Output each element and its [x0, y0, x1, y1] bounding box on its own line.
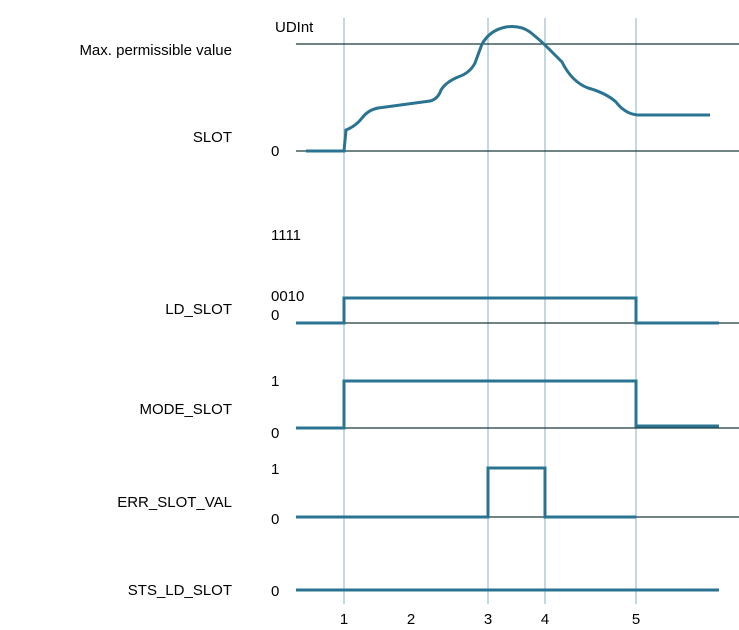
level-label: 1111	[271, 227, 301, 244]
level-label: 0	[271, 425, 279, 442]
slot-trace	[306, 25, 710, 153]
time-label: 3	[484, 611, 492, 628]
level-label: 0	[271, 307, 279, 324]
labels: UDInt Max. permissible value SLOT 0 1111…	[79, 19, 314, 600]
ld-slot-trace	[296, 296, 719, 325]
time-label: 1	[340, 611, 348, 628]
time-labels: 1 2 3 4 5	[340, 611, 640, 628]
level-label: 1	[271, 461, 279, 478]
max-label: Max. permissible value	[79, 42, 232, 59]
mode-slot-trace	[296, 379, 719, 430]
time-label: 5	[632, 611, 640, 628]
signal-name: SLOT	[193, 129, 232, 146]
level-label: 0	[271, 143, 279, 160]
signal-name: STS_LD_SLOT	[128, 582, 232, 599]
signal-name: LD_SLOT	[165, 301, 232, 318]
traces	[296, 25, 719, 592]
signal-name: MODE_SLOT	[139, 401, 232, 418]
level-label: 0	[271, 583, 279, 600]
time-label: 4	[541, 611, 549, 628]
level-label: 0	[271, 511, 279, 528]
err-slot-val-trace	[296, 466, 636, 519]
level-label: 0010	[271, 288, 304, 305]
unit-label: UDInt	[275, 19, 314, 36]
signal-name: ERR_SLOT_VAL	[117, 494, 232, 511]
time-label: 2	[407, 611, 415, 628]
axes	[296, 43, 739, 518]
level-label: 1	[271, 373, 279, 390]
